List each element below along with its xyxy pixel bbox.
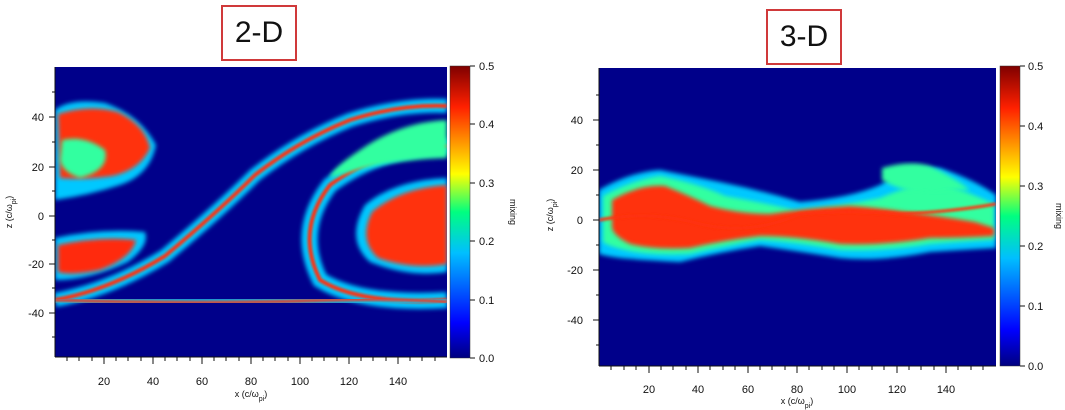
mixing-field-3d <box>599 163 996 262</box>
panel-title-2d: 2-D <box>221 5 297 61</box>
y-axis-label-3d: z (c/ωpi) <box>545 199 559 231</box>
y-axis-label-2d: z (c/ωpi) <box>4 196 18 228</box>
colorbar-tick-label: 0.0 <box>1028 361 1043 373</box>
colorbar-2d-gradient <box>449 65 471 359</box>
colorbar-tick-label: 0.5 <box>1028 61 1043 73</box>
x-tick-label: 60 <box>742 384 754 396</box>
y-axis-2d <box>49 67 56 357</box>
y-tick-label: -40 <box>567 315 583 327</box>
y-tick-label: 20 <box>32 162 44 174</box>
y-tick-label: 0 <box>38 211 44 223</box>
heatmap-2d: 40 20 0 -20 -40 z (c/ωpi) 20 40 60 <box>4 67 447 403</box>
x-tick-label: 100 <box>291 376 309 388</box>
x-tick-label: 120 <box>888 384 906 396</box>
colorbar-tick-label: 0.2 <box>479 236 494 248</box>
x-tick-label: 40 <box>147 376 159 388</box>
y-tick-label: -20 <box>567 265 583 277</box>
x-axis-label-3d: x (c/ωpi) <box>781 396 813 410</box>
y-tick-label: -20 <box>28 259 44 271</box>
colorbar-tick-label: 0.1 <box>1028 301 1043 313</box>
y-tick-label: 20 <box>571 165 583 177</box>
x-tick-label: 20 <box>643 384 655 396</box>
x-tick-label: 120 <box>340 376 358 388</box>
y-axis-3d <box>593 68 600 366</box>
colorbar-tick-label: 0.3 <box>1028 181 1043 193</box>
x-tick-labels-2d: 20 40 60 80 100 120 140 <box>98 376 407 388</box>
colorbar-tick-label: 0.4 <box>479 119 494 131</box>
y-tick-label: -40 <box>28 308 44 320</box>
colorbar-tick-label: 0.2 <box>1028 241 1043 253</box>
x-axis-label-2d: x (c/ωpi) <box>235 389 267 403</box>
heatmap-3d: 40 20 0 -20 -40 z (c/ωpi) 20 40 60 8 <box>545 68 996 410</box>
x-tick-label: 20 <box>98 376 110 388</box>
y-tick-labels-3d: 40 20 0 -20 -40 <box>567 115 583 327</box>
x-tick-label: 40 <box>692 384 704 396</box>
x-tick-label: 140 <box>937 384 955 396</box>
colorbar-label-3d: mixing <box>1054 203 1064 229</box>
colorbar-tick-label: 0.3 <box>479 178 494 190</box>
mixing-field-2d <box>55 98 447 309</box>
x-tick-label: 140 <box>389 376 407 388</box>
x-axis-2d <box>55 356 447 364</box>
colorbar-2d: 0.5 0.4 0.3 0.2 0.1 0.0 mixing <box>449 61 518 365</box>
x-axis-3d <box>599 365 996 373</box>
y-tick-labels-2d: 40 20 0 -20 -40 <box>28 112 44 320</box>
colorbar-tick-label: 0.1 <box>479 295 494 307</box>
x-tick-label: 100 <box>838 384 856 396</box>
colorbar-label-2d: mixing <box>508 199 518 225</box>
y-tick-label: 40 <box>571 115 583 127</box>
y-tick-label: 40 <box>32 112 44 124</box>
x-tick-label: 60 <box>196 376 208 388</box>
x-tick-label: 80 <box>791 384 803 396</box>
colorbar-3d-gradient <box>999 65 1021 367</box>
x-tick-labels-3d: 20 40 60 80 100 120 140 <box>643 384 955 396</box>
colorbar-3d: 0.5 0.4 0.3 0.2 0.1 0.0 mixing <box>999 61 1064 373</box>
colorbar-tick-label: 0.5 <box>479 61 494 73</box>
x-tick-label: 80 <box>245 376 257 388</box>
colorbar-tick-label: 0.0 <box>479 353 494 365</box>
panel-title-3d: 3-D <box>766 9 842 65</box>
y-tick-label: 0 <box>577 215 583 227</box>
colorbar-tick-label: 0.4 <box>1028 121 1043 133</box>
